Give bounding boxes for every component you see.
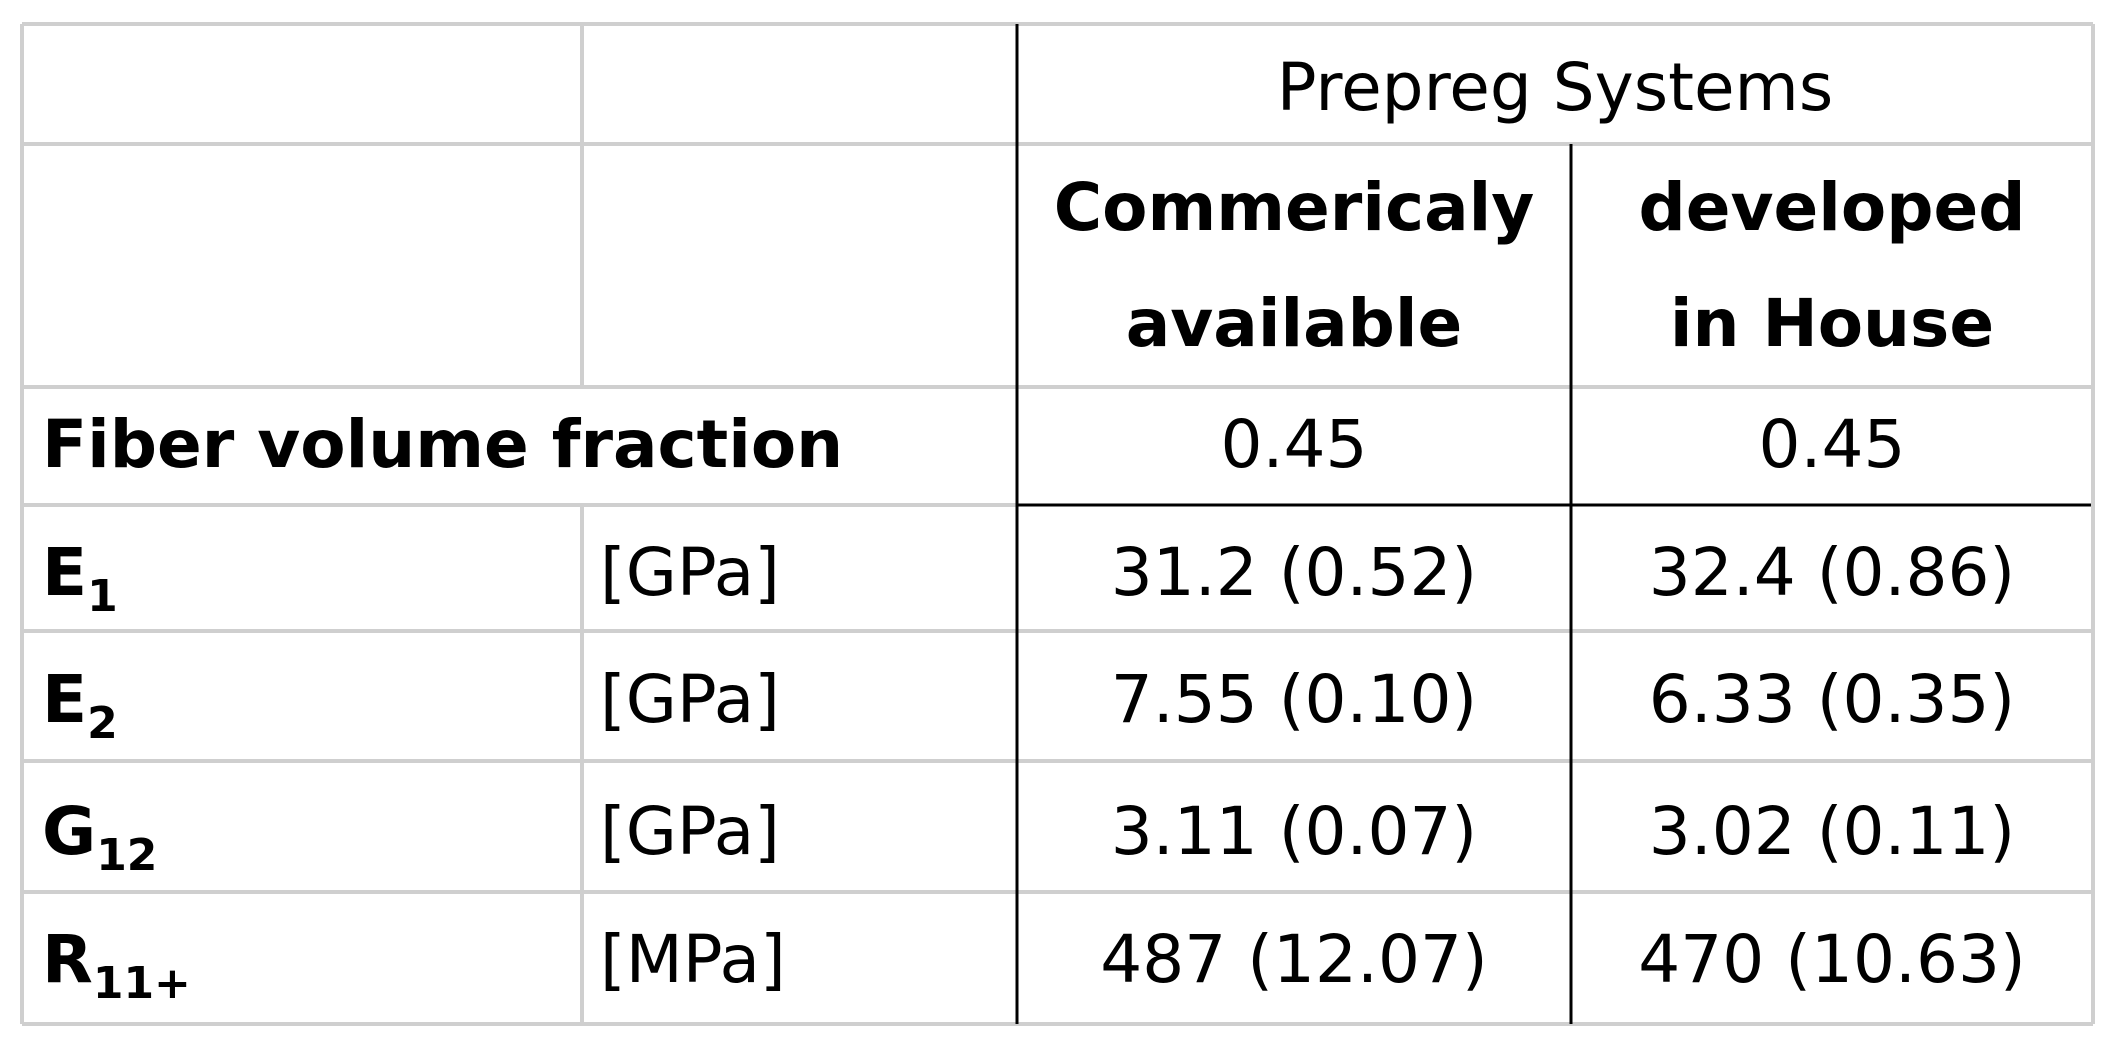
symbol: E: [42, 661, 87, 738]
unit: [GPa]: [600, 661, 780, 738]
cell: 0.45: [1759, 406, 1906, 483]
cell: 6.33 (0.35): [1649, 661, 2015, 738]
unit: [GPa]: [600, 793, 780, 870]
column-header: in House: [1670, 285, 1994, 362]
cell: 32.4 (0.86): [1649, 534, 2015, 611]
row-symbol: E2: [42, 661, 118, 749]
subscript: 2: [87, 698, 118, 749]
symbol: R: [42, 921, 93, 998]
row-label: Fiber volume fraction: [42, 406, 843, 483]
unit: [MPa]: [600, 921, 786, 998]
cell: 487 (12.07): [1100, 921, 1487, 998]
column-header: developed: [1638, 169, 2025, 246]
subscript: 12: [96, 830, 157, 881]
cell: 3.02 (0.11): [1649, 793, 2015, 870]
column-header: Commericaly: [1054, 169, 1535, 246]
symbol: E: [42, 534, 87, 611]
row-symbol: E1: [42, 534, 118, 622]
column-header: available: [1126, 285, 1463, 362]
row-symbol: R11+: [42, 921, 191, 1009]
cell: 31.2 (0.52): [1111, 534, 1477, 611]
symbol: G: [42, 793, 96, 870]
group-header: Prepreg Systems: [1277, 49, 1834, 126]
subscript: 11+: [93, 958, 191, 1009]
cell: 7.55 (0.10): [1111, 661, 1477, 738]
row-symbol: G12: [42, 793, 157, 881]
cell: 0.45: [1221, 406, 1368, 483]
unit: [GPa]: [600, 534, 780, 611]
cell: 3.11 (0.07): [1111, 793, 1477, 870]
subscript: 1: [87, 571, 118, 622]
grid: [20, 22, 2095, 1026]
cell: 470 (10.63): [1638, 921, 2025, 998]
